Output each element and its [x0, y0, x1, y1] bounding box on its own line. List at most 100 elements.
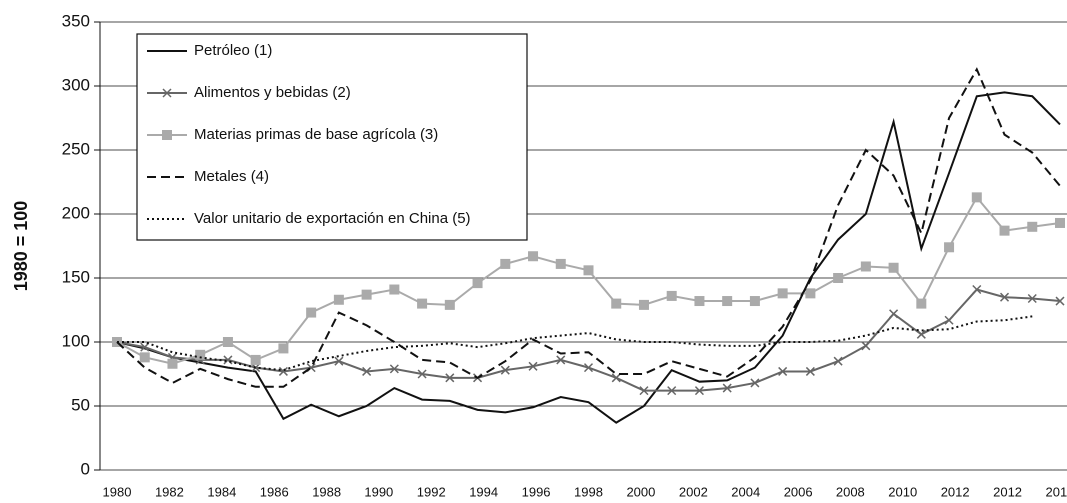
x-tick-label: 2008 [836, 484, 865, 499]
legend: Petróleo (1) Alimentos y bebidas (2) Mater… [136, 33, 528, 241]
y-tick-label: 350 [62, 11, 90, 30]
x-tick-label: 2002 [679, 484, 708, 499]
marker [1027, 293, 1037, 304]
marker [362, 366, 372, 376]
marker [861, 341, 871, 351]
legend-label: Alimentos y bebidas (2) [194, 84, 351, 101]
marker [971, 192, 982, 203]
x-tick-label: 1992 [417, 484, 446, 499]
marker [1055, 217, 1065, 228]
marker [445, 373, 455, 383]
marker [777, 288, 788, 299]
marker [999, 225, 1010, 236]
marker [916, 329, 926, 339]
marker [278, 366, 288, 376]
marker [334, 356, 344, 366]
marker [195, 349, 206, 360]
marker [1027, 221, 1038, 232]
x-tick-label: 1988 [312, 484, 341, 499]
legend-marker [162, 130, 172, 140]
series [116, 91, 1061, 424]
series [112, 192, 1065, 369]
marker [611, 373, 621, 383]
marker [860, 261, 871, 272]
marker [556, 355, 566, 365]
x-tick-label: 2004 [731, 484, 760, 499]
marker [140, 342, 150, 352]
legend-box [136, 33, 528, 241]
x-tick-label: 1986 [260, 484, 289, 499]
marker [555, 258, 566, 269]
x-tick-label: 1996 [522, 484, 551, 499]
marker [722, 383, 732, 393]
marker [222, 337, 233, 347]
marker [306, 307, 317, 318]
marker [583, 265, 594, 276]
marker [749, 296, 760, 307]
marker [972, 284, 982, 295]
marker [694, 296, 705, 307]
marker [944, 315, 954, 325]
x-tick-label: 2014 [1046, 484, 1067, 499]
marker [999, 292, 1010, 302]
y-tick-label: 0 [81, 459, 90, 478]
legend-label: Materias primas de base agrícola (3) [194, 126, 438, 143]
y-axis-label: 1980 = 100 [11, 201, 31, 292]
marker [500, 365, 510, 375]
legend-label: Valor unitario de exportación en China (… [194, 210, 471, 227]
legend-label: Petróleo (1) [194, 42, 272, 59]
x-tick-label: 1982 [155, 484, 184, 499]
y-tick-label: 100 [62, 331, 90, 350]
marker [389, 364, 399, 374]
marker [638, 299, 649, 310]
x-tick-label: 1990 [364, 484, 393, 499]
marker [805, 366, 815, 376]
legend-marker [162, 88, 172, 98]
x-tick-label: 1998 [574, 484, 603, 499]
y-tick-label: 150 [62, 267, 90, 286]
marker [667, 386, 677, 396]
marker [889, 309, 899, 319]
marker [778, 366, 788, 376]
marker [833, 273, 844, 283]
line [117, 315, 1033, 372]
marker [361, 289, 372, 300]
marker [250, 354, 261, 365]
x-tick-label: 2006 [784, 484, 813, 499]
series [117, 315, 1033, 372]
marker [417, 369, 427, 379]
marker [611, 298, 622, 309]
marker [694, 386, 704, 396]
x-tick-label: 2012 [993, 484, 1022, 499]
line [116, 91, 1061, 424]
marker [888, 262, 899, 273]
x-tick-label: 1984 [207, 484, 236, 499]
marker [666, 290, 677, 301]
legend-label: Metales (4) [194, 168, 269, 185]
line [116, 67, 1061, 388]
x-tick-label: 1994 [469, 484, 498, 499]
marker [472, 278, 483, 289]
marker [167, 358, 178, 369]
marker [750, 378, 760, 388]
marker [333, 294, 344, 305]
marker [722, 296, 733, 307]
x-tick-label: 2010 [888, 484, 917, 499]
marker [528, 251, 539, 262]
y-tick-label: 300 [62, 75, 90, 94]
y-tick-label: 200 [62, 203, 90, 222]
marker [583, 363, 594, 373]
marker [528, 361, 538, 371]
marker [500, 258, 511, 269]
x-tick-label: 2000 [626, 484, 655, 499]
y-tick-label: 250 [62, 139, 90, 158]
x-tick-label: 1980 [103, 484, 132, 499]
marker [139, 352, 150, 363]
marker [916, 298, 927, 309]
marker [944, 242, 955, 253]
marker [389, 284, 400, 295]
marker [417, 298, 428, 309]
marker [278, 343, 289, 354]
series [116, 67, 1061, 388]
